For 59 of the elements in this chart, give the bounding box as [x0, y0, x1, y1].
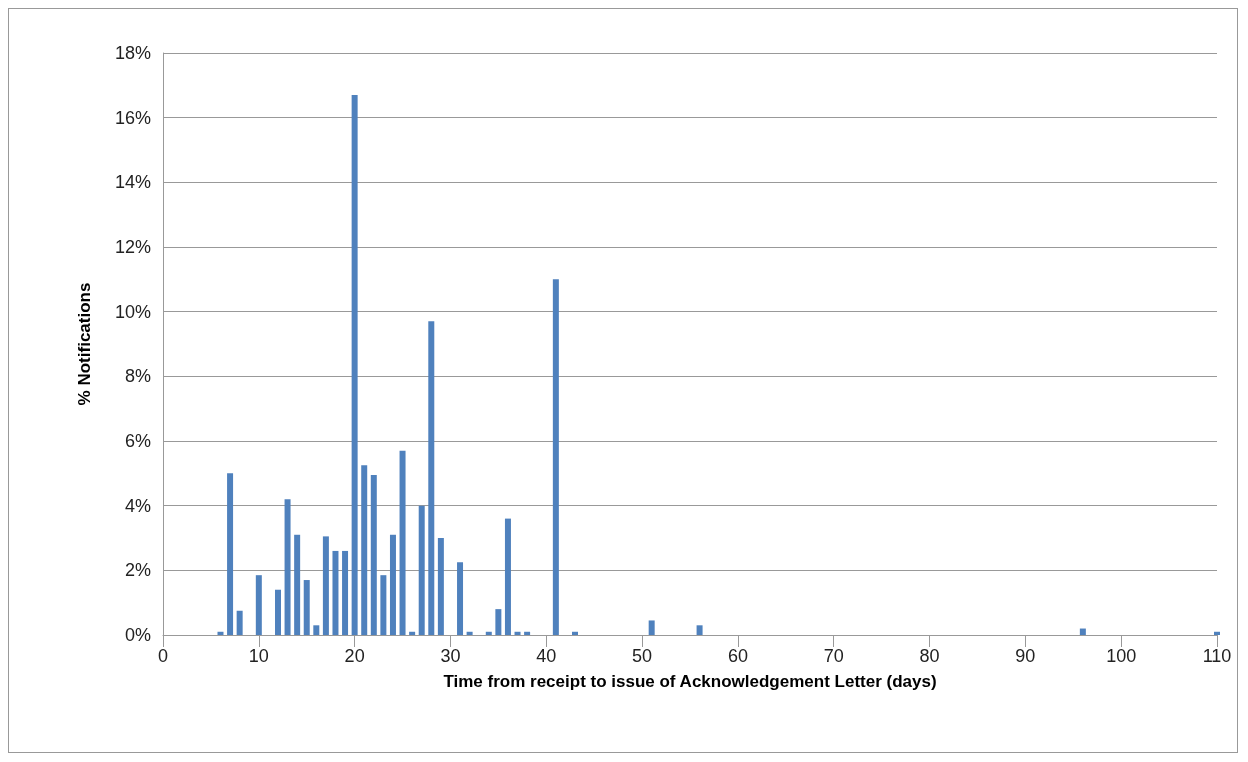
bar	[274, 589, 281, 635]
x-tick-label: 20	[344, 646, 365, 666]
x-tick-label: 90	[1015, 646, 1036, 666]
y-tick-label: 4%	[124, 495, 151, 516]
bar	[648, 620, 655, 635]
bar	[572, 631, 579, 635]
bar	[437, 538, 444, 635]
y-tick-label: 18%	[114, 43, 151, 63]
bar	[313, 625, 320, 635]
bar	[294, 534, 301, 635]
bar	[514, 631, 521, 635]
x-tick-label: 70	[823, 646, 844, 666]
bar	[322, 536, 329, 635]
bar	[466, 631, 473, 635]
bar	[351, 95, 358, 635]
bar	[409, 631, 416, 635]
x-tick-label: 100	[1106, 646, 1137, 666]
bar	[227, 473, 234, 635]
bar	[361, 465, 368, 635]
y-tick-label: 14%	[114, 172, 151, 193]
x-tick-label: 0	[157, 646, 169, 666]
x-axis-title: Time from receipt to issue of Acknowledgement Letter (days)	[443, 672, 937, 691]
bar	[1079, 628, 1086, 635]
bar	[380, 575, 387, 635]
bar	[389, 534, 396, 635]
bar	[457, 562, 464, 635]
bar	[552, 279, 559, 635]
bar	[495, 609, 502, 635]
y-tick-label: 16%	[114, 107, 151, 128]
bar	[236, 610, 243, 635]
x-tick-label: 50	[632, 646, 653, 666]
y-tick-label: 6%	[124, 431, 151, 451]
bar	[370, 474, 377, 635]
y-axis-title: % Notifications	[75, 282, 94, 406]
bar	[342, 550, 349, 635]
y-tick-label: 0%	[124, 625, 151, 645]
bar	[418, 505, 425, 635]
bar	[485, 631, 492, 635]
x-tick-label: 40	[536, 646, 557, 666]
x-tick-label: 80	[919, 646, 940, 666]
bar	[1214, 631, 1220, 635]
bar	[696, 625, 703, 635]
y-tick-label: 2%	[124, 560, 151, 581]
bar	[504, 518, 511, 635]
y-tick-label: 8%	[124, 366, 151, 387]
x-tick-label: 30	[440, 646, 461, 666]
bar	[303, 580, 310, 635]
bar	[217, 631, 224, 635]
x-tick-label: 60	[727, 646, 748, 666]
bar	[524, 631, 531, 635]
y-tick-label: 10%	[114, 301, 151, 322]
bar	[255, 575, 262, 635]
x-tick-label: 110	[1202, 646, 1232, 666]
bar	[428, 321, 435, 635]
bar	[399, 450, 406, 635]
bar	[332, 550, 339, 635]
y-tick-label: 12%	[114, 237, 151, 257]
bar	[284, 499, 291, 635]
x-tick-label: 10	[248, 646, 269, 666]
